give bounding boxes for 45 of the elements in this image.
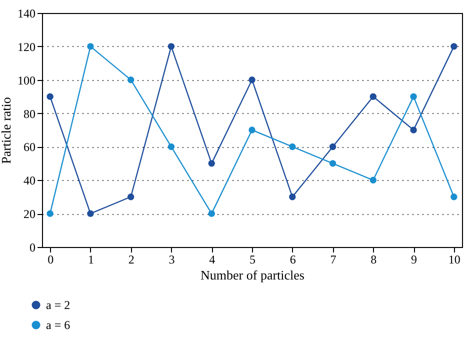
point — [329, 160, 336, 167]
point — [450, 43, 458, 50]
point — [370, 176, 377, 184]
x-tick-label: 9 — [411, 252, 418, 266]
x-tick-label: 3 — [168, 252, 175, 266]
x-tick-label: 1 — [88, 252, 94, 266]
y-tick-label: 40 — [24, 174, 36, 188]
point — [127, 76, 134, 84]
x-tick-label: 0 — [48, 252, 54, 266]
point — [87, 43, 94, 50]
point — [289, 194, 296, 200]
legend-label: a = 6 — [46, 318, 70, 332]
x-tick-label: 6 — [290, 252, 296, 266]
point — [248, 126, 256, 134]
y-tick-label: 60 — [24, 140, 36, 154]
y-tick-label: 0 — [30, 240, 36, 254]
x-tick-label: 7 — [330, 252, 336, 266]
point — [289, 143, 296, 150]
point — [127, 194, 134, 200]
x-tick-label: 4 — [209, 252, 216, 266]
point — [370, 93, 377, 100]
y-tick-label: 120 — [18, 40, 36, 54]
point — [450, 194, 458, 200]
point — [46, 93, 54, 100]
point — [329, 143, 336, 150]
y-tick-label: 140 — [18, 6, 36, 20]
point — [46, 210, 54, 217]
x-tick-label: 8 — [370, 252, 377, 266]
point — [168, 43, 175, 50]
x-tick-label: 10 — [448, 252, 460, 266]
x-axis-title: Number of particles — [200, 268, 304, 282]
point — [208, 160, 215, 167]
x-tick-label: 2 — [128, 252, 134, 266]
y-tick-label: 20 — [24, 207, 36, 222]
legend-label: a = 2 — [46, 298, 70, 312]
y-tick-label: 100 — [18, 73, 36, 88]
x-tick-label: 5 — [250, 252, 256, 266]
point — [248, 76, 256, 84]
point — [208, 210, 215, 217]
point — [87, 210, 94, 217]
point — [410, 126, 417, 134]
point — [410, 93, 417, 100]
point — [168, 143, 175, 150]
y-axis-title: Particle ratio — [0, 97, 14, 164]
y-tick-label: 80 — [24, 106, 36, 121]
